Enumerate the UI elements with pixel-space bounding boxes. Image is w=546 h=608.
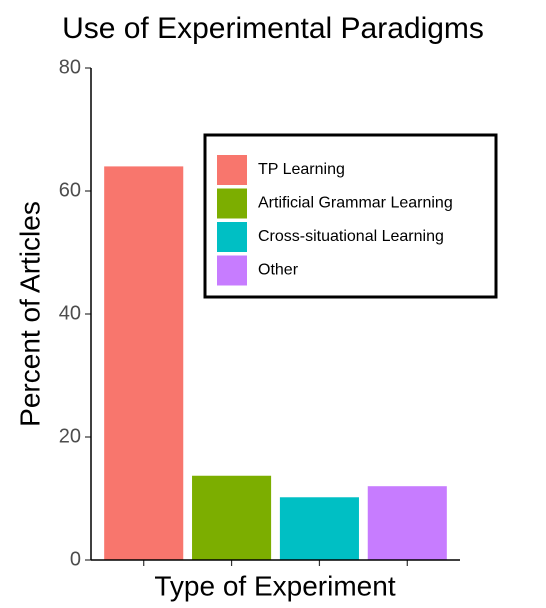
legend-box <box>203 133 498 299</box>
bar <box>279 497 359 560</box>
y-tick-label: 40 <box>59 302 81 324</box>
chart-title: Use of Experimental Paradigms <box>62 12 484 45</box>
bar <box>192 475 272 560</box>
y-axis-label: Percent of Articles <box>14 201 45 427</box>
legend-label: TP Learning <box>258 161 345 178</box>
y-tick-label: 60 <box>59 179 81 201</box>
y-tick-label: 0 <box>70 548 81 570</box>
bar <box>367 486 447 560</box>
legend-label: Cross-situational Learning <box>258 228 444 245</box>
legend-label: Other <box>258 262 299 279</box>
legend-key <box>217 188 247 219</box>
legend-key <box>217 255 247 286</box>
bar <box>104 166 184 560</box>
y-tick-label: 20 <box>59 425 81 447</box>
y-tick-label: 80 <box>59 56 81 78</box>
legend-label: Artificial Grammar Learning <box>258 195 453 212</box>
legend-key <box>217 222 247 252</box>
x-axis-label: Type of Experiment <box>154 570 395 601</box>
legend-key <box>217 155 247 185</box>
